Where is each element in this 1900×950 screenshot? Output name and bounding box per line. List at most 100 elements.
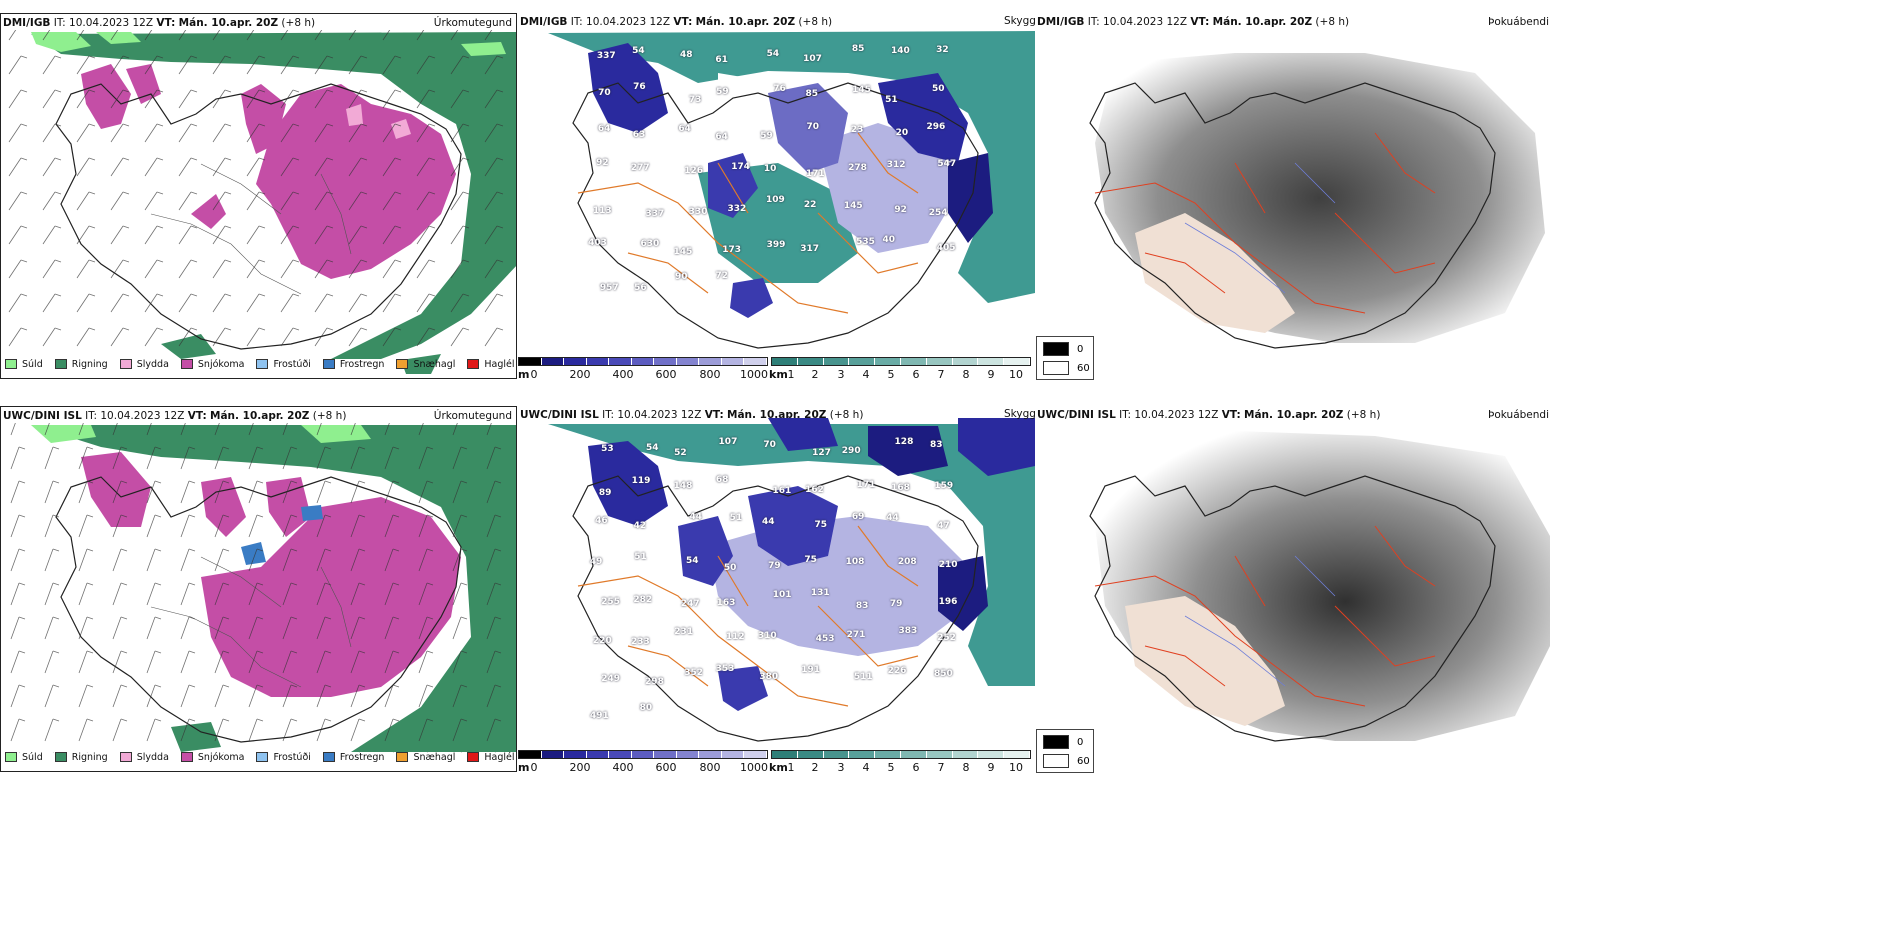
visibility-value-label: 491: [589, 710, 609, 721]
panel-title: UWC/DINI ISL IT: 10.04.2023 12Z VT: Mán.…: [520, 409, 864, 421]
panel-title: UWC/DINI ISL IT: 10.04.2023 12Z VT: Mán.…: [1037, 409, 1381, 421]
visibility-value-label: 76: [773, 83, 786, 94]
visibility-value-label: 46: [595, 516, 608, 527]
visibility-value-label: 332: [727, 203, 747, 214]
visibility-value-label: 298: [645, 677, 664, 688]
visibility-value-label: 68: [715, 475, 729, 486]
visibility-value-label: 107: [718, 436, 738, 447]
visibility-value-label: 399: [766, 239, 786, 250]
visibility-value-label: 83: [855, 601, 869, 612]
visibility-value-label: 44: [886, 513, 899, 524]
visibility-value-label: 128: [894, 436, 914, 447]
visibility-value-label: 40: [882, 235, 895, 246]
visibility-value-label: 50: [723, 562, 737, 573]
visibility-value-label: 282: [633, 594, 653, 605]
visibility-value-label: 10: [763, 163, 777, 174]
visibility-value-label: 290: [841, 446, 861, 457]
visibility-value-label: 32: [936, 45, 949, 56]
visibility-value-label: 145: [843, 200, 863, 211]
fog-map: [1035, 29, 1553, 353]
visibility-value-label: 271: [846, 630, 866, 641]
visibility-value-label: 113: [592, 205, 612, 216]
legend-item-rigning: Rigning: [54, 752, 108, 763]
visibility-value-label: 278: [848, 163, 867, 174]
visibility-value-label: 383: [898, 626, 918, 637]
visibility-value-label: 210: [938, 559, 958, 570]
visibility-value-label: 83: [929, 440, 943, 451]
visibility-value-label: 296: [926, 122, 946, 133]
visibility-value-label: 159: [934, 481, 954, 492]
legend-item-slydda: Slydda: [119, 359, 169, 370]
visibility-value-label: 247: [680, 599, 700, 610]
legend-item-slydda: Slydda: [119, 752, 169, 763]
visibility-value-label: 226: [887, 666, 907, 677]
precip-legend: Súld Rigning Slydda Snjókoma Frostúði Fr…: [5, 356, 516, 372]
visibility-value-label: 208: [897, 556, 917, 567]
visibility-value-label: 119: [631, 476, 651, 487]
panel-title: DMI/IGB IT: 10.04.2023 12Z VT: Mán. 10.a…: [520, 16, 833, 28]
visibility-value-label: 73: [688, 94, 702, 105]
visibility-value-label: 220: [592, 636, 612, 647]
visibility-value-label: 145: [673, 246, 693, 257]
visibility-value-label: 171: [805, 168, 825, 179]
visibility-value-label: 54: [685, 556, 699, 567]
visibility-value-label: 535: [856, 236, 875, 247]
panel-type-label: Úrkomutegund: [433, 410, 512, 422]
legend-item-rigning: Rigning: [54, 359, 108, 370]
legend-item-snjokoma: Snjókoma: [180, 752, 244, 763]
visibility-value-label: 90: [675, 271, 688, 282]
visibility-value-label: 233: [630, 636, 650, 647]
visibility-value-label: 353: [715, 664, 735, 675]
visibility-value-label: 52: [674, 448, 687, 459]
panel-type-label: Þokuábendi: [1488, 409, 1549, 421]
visibility-value-label: 252: [937, 633, 956, 644]
visibility-value-label: 79: [768, 561, 781, 572]
panel-type-label: Þokuábendi: [1488, 16, 1549, 28]
visibility-value-label: 48: [679, 50, 693, 61]
legend-item-haglel: Haglél: [467, 359, 515, 370]
precip-panel-bottom: UWC/DINI ISL IT: 10.04.2023 12Z VT: Mán.…: [0, 406, 517, 772]
visibility-value-label: 255: [601, 597, 620, 608]
visibility-value-label: 85: [851, 44, 865, 55]
panel-type-label: Skyggni: [1004, 15, 1035, 27]
visibility-value-label: 59: [760, 131, 773, 142]
visibility-panel-bottom: UWC/DINI ISL IT: 10.04.2023 12Z VT: Mán.…: [518, 406, 1035, 772]
visibility-value-label: 64: [715, 131, 728, 142]
legend-item-snaehagl: Snæhagl: [396, 752, 455, 763]
visibility-value-label: 511: [853, 671, 873, 682]
visibility-value-label: 50: [932, 84, 945, 95]
visibility-panel-top: DMI/IGB IT: 10.04.2023 12Z VT: Mán. 10.a…: [518, 13, 1035, 379]
visibility-value-label: 61: [715, 55, 728, 66]
legend-item-haglel: Haglél: [467, 752, 515, 763]
fog-map: [1035, 422, 1553, 746]
precip-map: [1, 30, 516, 374]
visibility-value-label: 168: [891, 482, 910, 493]
visibility-value-label: 76: [633, 81, 646, 92]
visibility-value-label: 127: [812, 448, 831, 459]
visibility-value-label: 145: [852, 84, 871, 95]
visibility-value-label: 51: [885, 94, 898, 105]
visibility-value-label: 112: [725, 631, 745, 642]
panel-title: UWC/DINI ISL IT: 10.04.2023 12Z VT: Mán.…: [3, 410, 347, 422]
visibility-value-label: 75: [804, 554, 817, 565]
legend-item-frostregn: Frostregn: [322, 359, 384, 370]
visibility-value-label: 850: [934, 668, 953, 679]
visibility-value-label: 51: [729, 512, 743, 523]
visibility-value-label: 163: [716, 597, 736, 608]
visibility-value-label: 403: [588, 238, 607, 249]
visibility-value-label: 101: [772, 589, 792, 600]
visibility-value-label: 54: [632, 46, 645, 57]
visibility-value-label: 64: [597, 123, 611, 134]
visibility-value-label: 107: [803, 53, 822, 64]
colorbar-meters: m 0 200 400 600 800 1000: [518, 357, 768, 379]
legend-item-sudl: Súld: [5, 359, 43, 370]
visibility-value-label: 196: [938, 597, 958, 608]
visibility-value-label: 109: [765, 195, 785, 206]
visibility-value-label: 63: [632, 129, 646, 140]
panel-title: DMI/IGB IT: 10.04.2023 12Z VT: Mán. 10.a…: [1037, 16, 1350, 28]
visibility-value-label: 108: [845, 557, 865, 568]
panel-type-label: Úrkomutegund: [433, 17, 512, 29]
visibility-value-label: 405: [936, 242, 956, 253]
colorbar-km: km 1 2 3 4 5 6 7 8 9 10: [769, 750, 1031, 772]
legend-item-frostregn: Frostregn: [322, 752, 384, 763]
